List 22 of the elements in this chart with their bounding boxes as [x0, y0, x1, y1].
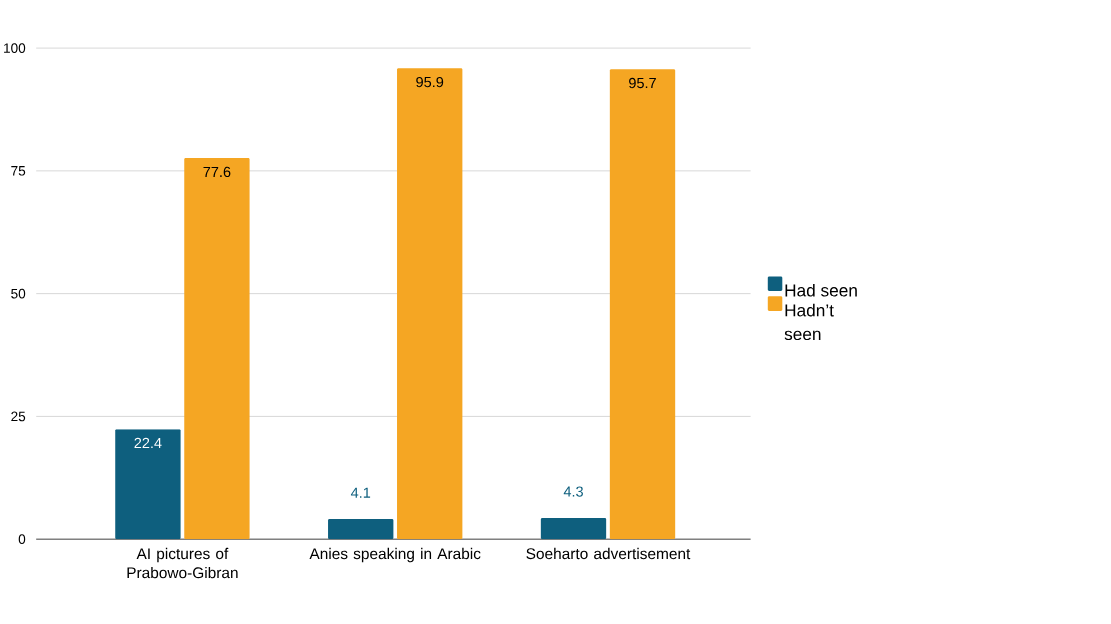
data-label: 4.3 — [563, 486, 583, 497]
data-label: 95.9 — [416, 77, 444, 88]
bar — [328, 519, 394, 540]
bar — [609, 69, 676, 540]
bar — [184, 158, 250, 540]
data-label: 22.4 — [134, 438, 162, 449]
data-label: 77.6 — [203, 166, 231, 178]
y-tick-label: 100 — [4, 43, 26, 54]
data-label: 4.1 — [350, 487, 371, 498]
x-tick-label: Anies speaking in Arabic — [309, 548, 481, 563]
y-tick-label: 0 — [18, 534, 26, 545]
data-label: 95.7 — [629, 78, 656, 89]
x-tick-label: Soeharto advertisement — [526, 548, 691, 560]
legend-label: Hadn’t seen — [784, 304, 834, 341]
bar — [397, 68, 463, 540]
y-tick-label: 75 — [11, 166, 26, 176]
legend-label: Had seen — [785, 284, 857, 297]
bar — [115, 429, 181, 540]
y-tick-label: 50 — [11, 289, 26, 299]
x-tick-label: AI pictures of Prabowo-Gibran — [127, 548, 238, 579]
bar — [540, 518, 607, 540]
y-tick-label: 25 — [11, 411, 26, 422]
